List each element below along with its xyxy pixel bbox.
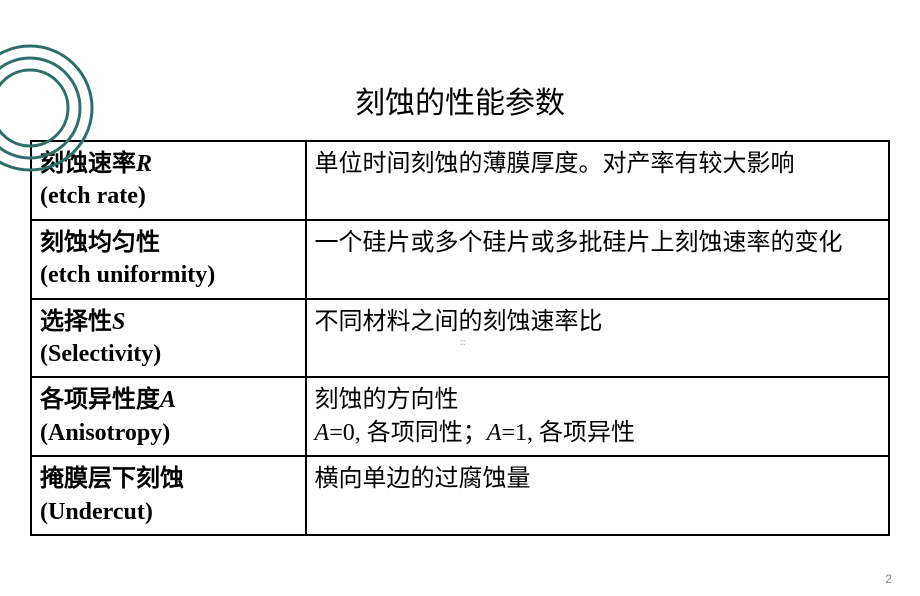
param-symbol: R [136, 151, 152, 177]
param-cell: 选择性S (Selectivity) [31, 299, 306, 378]
slide-number: 2 [885, 572, 892, 586]
desc-cell: 横向单边的过腐蚀量 [306, 456, 889, 535]
slide-title: 刻蚀的性能参数 [0, 78, 920, 122]
desc-sym: A [315, 420, 330, 446]
param-en: (etch rate) [40, 183, 146, 209]
param-en: (Selectivity) [40, 341, 161, 367]
param-en: (etch uniformity) [40, 262, 215, 288]
param-en: (Anisotropy) [40, 420, 170, 446]
desc-line1: 刻蚀的方向性 [315, 387, 459, 413]
param-symbol: S [112, 309, 125, 335]
desc-text: =0, 各项同性； [329, 420, 487, 446]
param-cell: 掩膜层下刻蚀 (Undercut) [31, 456, 306, 535]
desc-cell: 单位时间刻蚀的薄膜厚度。对产率有较大影响 [306, 141, 889, 220]
table-row: 刻蚀均匀性 (etch uniformity) 一个硅片或多个硅片或多批硅片上刻… [31, 220, 889, 299]
param-cn: 选择性 [40, 309, 112, 335]
table-row: 掩膜层下刻蚀 (Undercut) 横向单边的过腐蚀量 [31, 456, 889, 535]
param-en: (Undercut) [40, 499, 153, 525]
param-cn: 各项异性度 [40, 387, 160, 413]
table-row: 刻蚀速率R (etch rate) 单位时间刻蚀的薄膜厚度。对产率有较大影响 [31, 141, 889, 220]
param-cn: 掩膜层下刻蚀 [40, 466, 184, 492]
corner-decoration [0, 38, 100, 178]
center-mark: :: [460, 337, 466, 348]
desc-sym: A [487, 420, 502, 446]
desc-text: =1, 各项异性 [501, 420, 635, 446]
desc-cell: 刻蚀的方向性 A=0, 各项同性；A=1, 各项异性 [306, 377, 889, 456]
desc-cell: 不同材料之间的刻蚀速率比 [306, 299, 889, 378]
table-row: 各项异性度A (Anisotropy) 刻蚀的方向性 A=0, 各项同性；A=1… [31, 377, 889, 456]
param-symbol: A [160, 387, 176, 413]
desc-cell: 一个硅片或多个硅片或多批硅片上刻蚀速率的变化 [306, 220, 889, 299]
param-cn: 刻蚀均匀性 [40, 230, 160, 256]
param-cell: 各项异性度A (Anisotropy) [31, 377, 306, 456]
param-cell: 刻蚀均匀性 (etch uniformity) [31, 220, 306, 299]
